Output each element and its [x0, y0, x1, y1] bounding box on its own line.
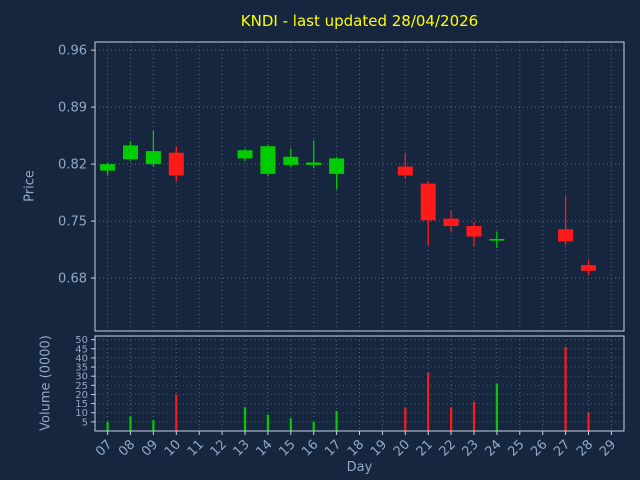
svg-text:22: 22: [437, 437, 459, 459]
svg-text:16: 16: [299, 437, 321, 459]
svg-text:10: 10: [162, 437, 184, 459]
day-axis-label: Day: [346, 460, 373, 475]
svg-text:17: 17: [322, 437, 344, 459]
svg-text:50: 50: [75, 335, 88, 346]
chart-title: KNDI - last updated 28/04/2026: [240, 12, 479, 30]
svg-text:0.89: 0.89: [58, 101, 87, 116]
svg-text:25: 25: [75, 381, 88, 392]
svg-text:35: 35: [75, 363, 88, 374]
svg-text:14: 14: [253, 437, 275, 459]
svg-text:5: 5: [82, 417, 88, 428]
svg-text:10: 10: [75, 408, 88, 419]
svg-text:45: 45: [75, 344, 88, 355]
svg-text:0.82: 0.82: [58, 158, 87, 173]
svg-text:20: 20: [391, 437, 413, 459]
svg-text:21: 21: [414, 437, 436, 459]
svg-text:23: 23: [460, 437, 482, 459]
svg-text:09: 09: [139, 437, 161, 459]
svg-text:15: 15: [276, 437, 298, 459]
svg-text:40: 40: [75, 353, 88, 364]
svg-text:12: 12: [208, 437, 230, 459]
svg-text:27: 27: [551, 437, 573, 459]
svg-text:0.75: 0.75: [58, 215, 87, 230]
svg-text:19: 19: [368, 437, 390, 459]
svg-text:0.68: 0.68: [58, 272, 87, 287]
svg-text:13: 13: [231, 437, 253, 459]
svg-text:18: 18: [345, 437, 367, 459]
svg-text:08: 08: [116, 437, 138, 459]
svg-text:30: 30: [75, 372, 88, 383]
svg-text:15: 15: [75, 399, 88, 410]
svg-text:0.96: 0.96: [58, 44, 87, 59]
svg-text:25: 25: [505, 437, 527, 459]
svg-text:29: 29: [597, 437, 619, 459]
svg-text:26: 26: [528, 437, 550, 459]
svg-text:07: 07: [93, 437, 115, 459]
svg-text:11: 11: [185, 437, 207, 459]
svg-text:28: 28: [574, 437, 596, 459]
svg-text:20: 20: [75, 390, 88, 401]
svg-text:24: 24: [482, 437, 504, 459]
